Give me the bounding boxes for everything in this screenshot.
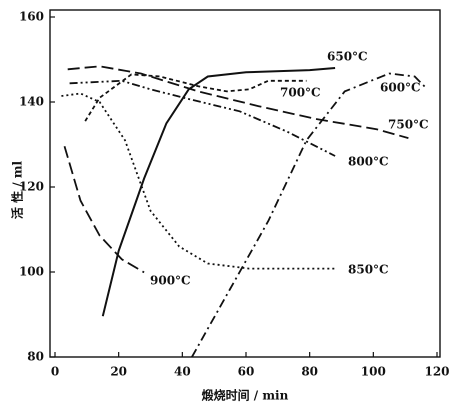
x-tick-label: 80 [301, 365, 318, 379]
series-label: 850°C [348, 263, 389, 277]
x-axis-title: 煅烧时间 / min [202, 388, 289, 403]
series-label: 700°C [280, 86, 321, 100]
series-label: 600°C [380, 81, 421, 95]
series-label: 900°C [150, 274, 191, 288]
y-tick-label: 80 [27, 350, 44, 364]
y-tick-label: 160 [19, 10, 44, 24]
y-axis-title: 活 性 / ml [10, 160, 25, 219]
series-line [67, 65, 409, 139]
x-tick-label: 20 [110, 365, 127, 379]
x-tick-label: 60 [238, 365, 255, 379]
y-tick-label: 120 [19, 180, 44, 194]
series-line [69, 79, 336, 157]
series-line [84, 73, 307, 122]
y-tick-label: 140 [19, 95, 44, 109]
x-tick-label: 0 [51, 365, 59, 379]
series-line [191, 72, 429, 358]
plot-frame [49, 9, 441, 358]
y-tick-label: 100 [19, 265, 44, 279]
x-tick-label: 120 [424, 365, 449, 379]
series-label: 800°C [348, 155, 389, 169]
series-line [61, 92, 336, 270]
series-line [63, 145, 145, 274]
series-line [101, 67, 336, 317]
x-tick-label: 40 [174, 365, 191, 379]
series-label: 650°C [327, 50, 368, 64]
series-label: 750°C [388, 118, 429, 132]
x-tick-label: 100 [361, 365, 386, 379]
